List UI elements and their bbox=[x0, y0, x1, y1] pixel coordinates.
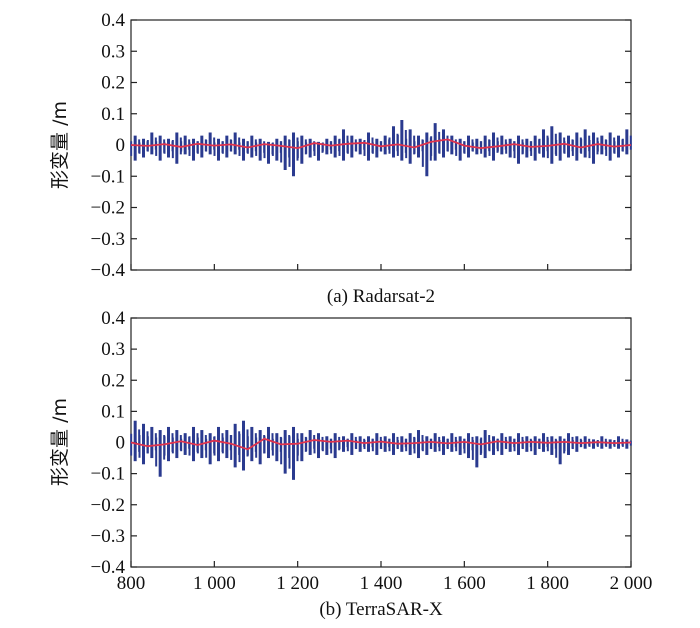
y-ticks-b: 0.4 0.3 0.2 0.1 0 −0.1 −0.2 −0.3 −0.4 bbox=[91, 308, 631, 578]
y-tick-label: 0.1 bbox=[101, 401, 125, 422]
x-ticks-a bbox=[130, 264, 632, 270]
x-tick-label: 2 000 bbox=[610, 573, 653, 594]
series-b bbox=[130, 420, 632, 480]
y-axis-label-a: 形变量 /m bbox=[49, 101, 71, 189]
series-a bbox=[130, 120, 632, 177]
y-tick-label: 0.3 bbox=[101, 339, 125, 360]
x-tick-label: 1 400 bbox=[360, 573, 403, 594]
y-tick-label: 0 bbox=[116, 433, 126, 454]
x-ticks-b: 800 1 000 1 200 1 400 1 600 1 800 2 000 bbox=[117, 561, 653, 594]
y-tick-label: −0.3 bbox=[91, 229, 125, 250]
x-tick-label: 800 bbox=[117, 573, 146, 594]
y-tick-label: 0.2 bbox=[101, 73, 125, 94]
x-tick-label: 1 600 bbox=[443, 573, 486, 594]
y-ticks-a: 0.4 0.3 0.2 0.1 0 −0.1 −0.2 −0.3 −0.4 bbox=[91, 10, 631, 281]
caption-b: (b) TerraSAR-X bbox=[319, 599, 443, 620]
y-tick-label: −0.3 bbox=[91, 526, 125, 547]
y-tick-label: −0.1 bbox=[91, 464, 125, 485]
y-tick-label: −0.2 bbox=[91, 198, 125, 219]
y-tick-label: 0 bbox=[116, 135, 126, 156]
x-tick-label: 1 200 bbox=[276, 573, 319, 594]
trend-line bbox=[130, 437, 632, 451]
y-axis-label-b: 形变量 /m bbox=[49, 398, 71, 486]
y-tick-label: 0.4 bbox=[101, 308, 125, 329]
trend-line bbox=[130, 138, 632, 150]
y-tick-label: 0.4 bbox=[101, 10, 125, 31]
y-tick-label: 0.2 bbox=[101, 370, 125, 391]
y-tick-label: −0.2 bbox=[91, 495, 125, 516]
y-tick-label: 0.1 bbox=[101, 104, 125, 125]
y-tick-label: 0.3 bbox=[101, 41, 125, 62]
y-tick-label: −0.4 bbox=[91, 260, 126, 281]
y-tick-label: −0.1 bbox=[91, 166, 125, 187]
caption-a: (a) Radarsat-2 bbox=[327, 286, 435, 307]
x-tick-label: 1 800 bbox=[526, 573, 569, 594]
x-tick-label: 1 000 bbox=[193, 573, 236, 594]
panel-radarsat-2: 0.4 0.3 0.2 0.1 0 −0.1 −0.2 −0.3 −0.4 形变量 /m (a)… bbox=[49, 10, 632, 307]
y-tick-label: −0.4 bbox=[91, 557, 126, 578]
panel-terrasar-x: 0.4 0.3 0.2 0.1 0 −0.1 −0.2 −0.3 −0.4 800 1 000 1 … bbox=[49, 308, 652, 620]
